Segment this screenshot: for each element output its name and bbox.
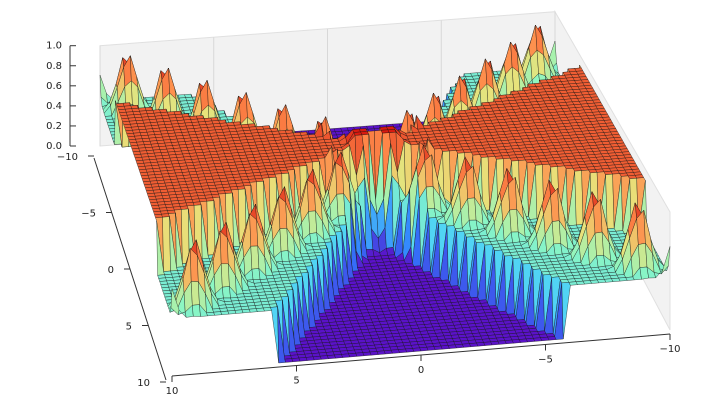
z-tick-label: 1.0 xyxy=(46,41,62,52)
surface-cell xyxy=(376,350,386,355)
surface-cell xyxy=(250,245,260,270)
surface-cell xyxy=(405,348,415,353)
y-tick-label: 5 xyxy=(126,322,132,333)
z-tick-label: 0.6 xyxy=(46,81,62,92)
surface-cell xyxy=(312,356,322,361)
surface-cell xyxy=(355,352,365,357)
surface-cell xyxy=(248,308,258,313)
surface-cell xyxy=(280,250,290,262)
surface-cell xyxy=(305,356,315,361)
surface-cell xyxy=(181,208,190,264)
surface-cell xyxy=(213,311,223,316)
surface-cell xyxy=(335,162,344,195)
surface-cell xyxy=(222,286,231,299)
y-tick-label: 0 xyxy=(108,265,114,276)
x-tick-label: −5 xyxy=(538,355,553,366)
z-tick-label: 0.8 xyxy=(46,61,62,72)
surface-cell xyxy=(192,304,201,317)
surface-cell xyxy=(291,357,301,362)
surface-cell xyxy=(162,216,171,272)
surface-cell xyxy=(319,355,329,360)
y-tick-label: −10 xyxy=(57,152,78,163)
surface-cell xyxy=(369,351,379,356)
surface-cell xyxy=(412,347,422,352)
surface-cell xyxy=(234,309,244,314)
x-tick-label: 5 xyxy=(293,376,299,387)
surface-cell xyxy=(279,228,289,252)
surface-cell xyxy=(348,353,358,358)
surface-cell xyxy=(362,351,372,356)
surface-cell xyxy=(327,354,336,359)
surface-cell xyxy=(263,307,272,312)
x-tick-label: 0 xyxy=(418,365,424,376)
surface-cell xyxy=(341,353,351,358)
surface-cell xyxy=(383,350,393,355)
z-tick-label: 0.2 xyxy=(46,121,62,132)
surface-cell xyxy=(206,312,215,317)
surface-cell xyxy=(298,357,308,362)
surface-cell xyxy=(270,306,279,364)
surface-cell xyxy=(284,358,294,363)
surface-cell xyxy=(206,200,216,256)
surface-cell xyxy=(426,346,436,351)
surface-cell xyxy=(433,345,443,350)
surface-mesh xyxy=(99,24,671,364)
surface-cell xyxy=(561,282,571,340)
surface-cell xyxy=(334,354,343,359)
surface-cell xyxy=(337,215,347,226)
surface-cell xyxy=(220,310,230,315)
surface-cell xyxy=(241,309,251,314)
surface-cell xyxy=(255,307,265,312)
surface-cell xyxy=(251,268,261,280)
surface-cell xyxy=(221,263,230,288)
z-tick-label: 0.0 xyxy=(46,141,62,152)
y-tick-label: 10 xyxy=(137,378,150,389)
z-tick-label: 0.4 xyxy=(46,101,62,112)
surface-cell xyxy=(419,347,429,352)
surface-cell xyxy=(191,281,200,306)
y-tick-label: −5 xyxy=(81,209,96,220)
surface-cell xyxy=(308,210,317,234)
surface-cell xyxy=(227,310,237,315)
x-tick-label: −10 xyxy=(659,344,680,355)
x-tick-label: 10 xyxy=(166,386,179,397)
surface-cell xyxy=(398,348,408,353)
